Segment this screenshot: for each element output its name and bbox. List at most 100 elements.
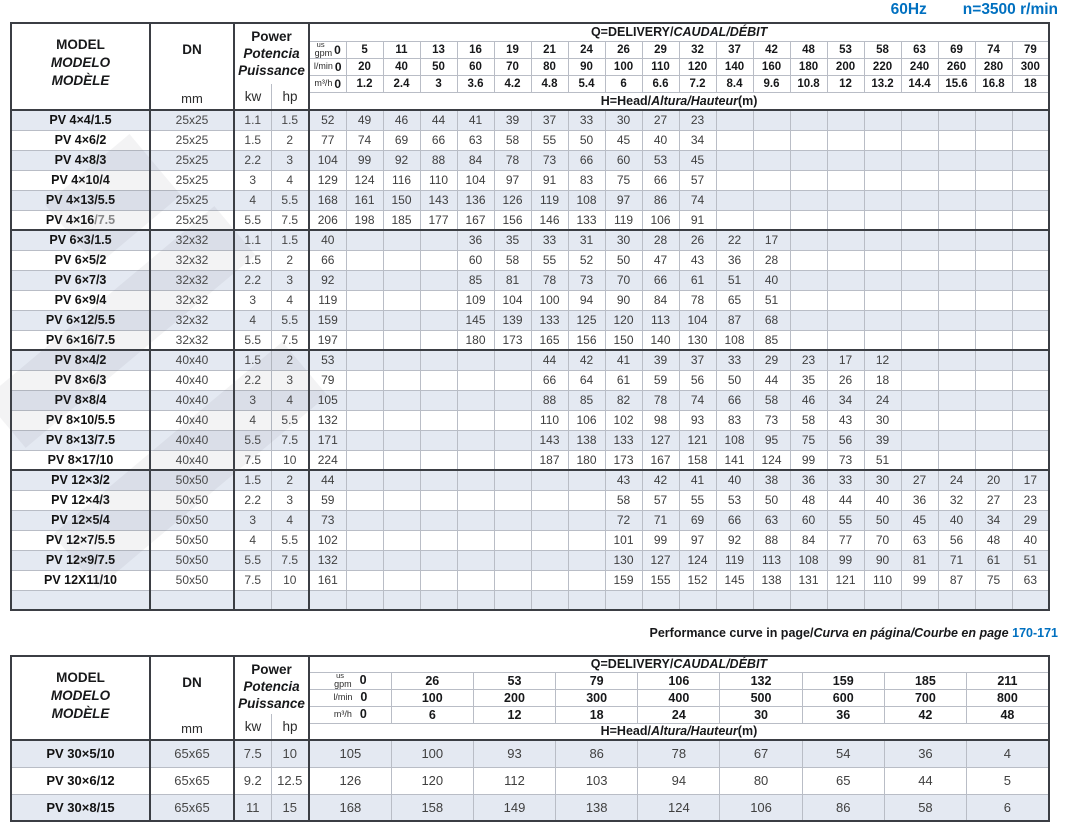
head-value-cell: [345, 409, 384, 431]
unit-value: 42: [752, 40, 791, 59]
head-value-cell: [826, 209, 865, 231]
head-value-cell: 44: [419, 109, 458, 131]
head-value-cell: 53: [641, 149, 680, 171]
unit-value: 185: [883, 671, 968, 690]
page-link[interactable]: 170-171: [1012, 626, 1058, 640]
head-value-cell: [789, 169, 828, 191]
model-header: MODEL MODELO MODÈLE: [10, 22, 151, 111]
head-value-cell: 131: [789, 569, 828, 591]
head-value-cell: [419, 489, 458, 511]
dn-cell: 50x50: [149, 569, 235, 591]
head-value-cell: 136: [456, 189, 495, 211]
head-value-cell: [974, 109, 1013, 131]
head-value-cell: 88: [530, 389, 569, 411]
head-value-cell: [1011, 169, 1050, 191]
head-value-cell: 99: [345, 149, 384, 171]
head-value-cell: 158: [678, 449, 717, 471]
head-value-cell: 45: [900, 509, 939, 531]
head-value-cell: 23: [1011, 489, 1050, 511]
head-value-cell: [456, 409, 495, 431]
head-value-cell: 57: [678, 169, 717, 191]
table-row: PV 4×6/2 25x25 1.5 2 77 74 69 66 63 58 55 50 45 40 34: [10, 129, 1050, 151]
unit-value: 4.2: [493, 74, 532, 93]
model-cell: PV 6×12/5.5: [10, 309, 151, 331]
head-value-cell: 60: [604, 149, 643, 171]
dn-label: DN: [182, 675, 202, 690]
head-value-cell: 85: [456, 269, 495, 291]
head-value-cell: 28: [752, 249, 791, 271]
head-value-cell: [382, 269, 421, 291]
head-value-cell: [715, 189, 754, 211]
head-value-cell: [345, 509, 384, 531]
dn-cell: 25x25: [149, 149, 235, 171]
head-value-cell: [1011, 209, 1050, 231]
table-row: PV 4×13/5.5 25x25 4 5.5 168 161 150 143 136 126 11…: [10, 189, 1050, 211]
head-value-cell: [974, 329, 1013, 351]
head-value-cell: [974, 189, 1013, 211]
head-value-cell: [974, 349, 1013, 371]
head-value-cell: [345, 529, 384, 551]
head-value-cell: 26: [678, 229, 717, 251]
head-value-cell: 51: [715, 269, 754, 291]
head-value-cell: 35: [789, 369, 828, 391]
head-value-cell: [1011, 589, 1050, 611]
head-value-cell: 98: [641, 409, 680, 431]
head-value-cell: 94: [567, 289, 606, 311]
head-value-cell: 74: [678, 389, 717, 411]
head-value-cell: 140: [641, 329, 680, 351]
head-value-cell: 61: [678, 269, 717, 291]
head-value-cell: 141: [715, 449, 754, 471]
model-cell: PV 4×10/4: [10, 169, 151, 191]
head-value-cell: [345, 589, 384, 611]
head-value-cell: [826, 229, 865, 251]
head-value-cell: [752, 209, 791, 231]
head-value-cell: 45: [678, 149, 717, 171]
head-value-cell: [937, 249, 976, 271]
unit-value: 500: [719, 688, 803, 707]
head-value-cell: 97: [493, 169, 532, 191]
head-value-cell: [826, 249, 865, 271]
head-value-cell: [419, 269, 458, 291]
head-value-cell: 145: [715, 569, 754, 591]
head-value-cell: 60: [456, 249, 495, 271]
kw-cell: 5.5: [233, 429, 272, 451]
unit-value: 90: [567, 57, 606, 76]
head-value-cell: 58: [493, 249, 532, 271]
head-value-cell: [382, 449, 421, 471]
head-value-cell: [604, 589, 643, 611]
head-value-cell: 156: [493, 209, 532, 231]
head-value-cell: [345, 229, 384, 251]
head-value-cell: 99: [826, 549, 865, 571]
head-value-cell: [530, 469, 569, 491]
power-label-en: Power: [251, 662, 292, 677]
head-value-cell: [678, 589, 717, 611]
model-cell: PV 4×4/1.5: [10, 109, 151, 131]
kw-cell: 1.5: [233, 469, 272, 491]
head-value-cell: [382, 589, 421, 611]
head-value-cell: 63: [456, 129, 495, 151]
head-value-cell: 82: [604, 389, 643, 411]
head-value-cell: 91: [530, 169, 569, 191]
head-value-cell: 61: [604, 369, 643, 391]
head-value-cell: 31: [567, 229, 606, 251]
dn-cell: 25x25: [149, 109, 235, 131]
head-value-cell: [974, 429, 1013, 451]
head-value-cell: 120: [604, 309, 643, 331]
head-value-cell: 102: [604, 409, 643, 431]
unit-value: 140: [715, 57, 754, 76]
head-value-cell: [863, 229, 902, 251]
hp-cell: 3: [270, 369, 311, 391]
head-value-cell: 127: [641, 549, 680, 571]
table-row: PV 12×5/4 50x50 3 4 73 72 71 69 66 63 60 55 50 45 40 34…: [10, 509, 1050, 531]
head-value-cell: 126: [308, 766, 392, 795]
head-value-cell: 133: [604, 429, 643, 451]
head-value-cell: [345, 269, 384, 291]
head-value-cell: 104: [308, 149, 347, 171]
head-value-cell: 156: [567, 329, 606, 351]
head-value-cell: 61: [974, 549, 1013, 571]
head-value-cell: 124: [752, 449, 791, 471]
head-value-cell: [863, 129, 902, 151]
head-value-cell: [826, 589, 865, 611]
unit-value: 11: [382, 40, 421, 59]
head-value-cell: 78: [530, 269, 569, 291]
